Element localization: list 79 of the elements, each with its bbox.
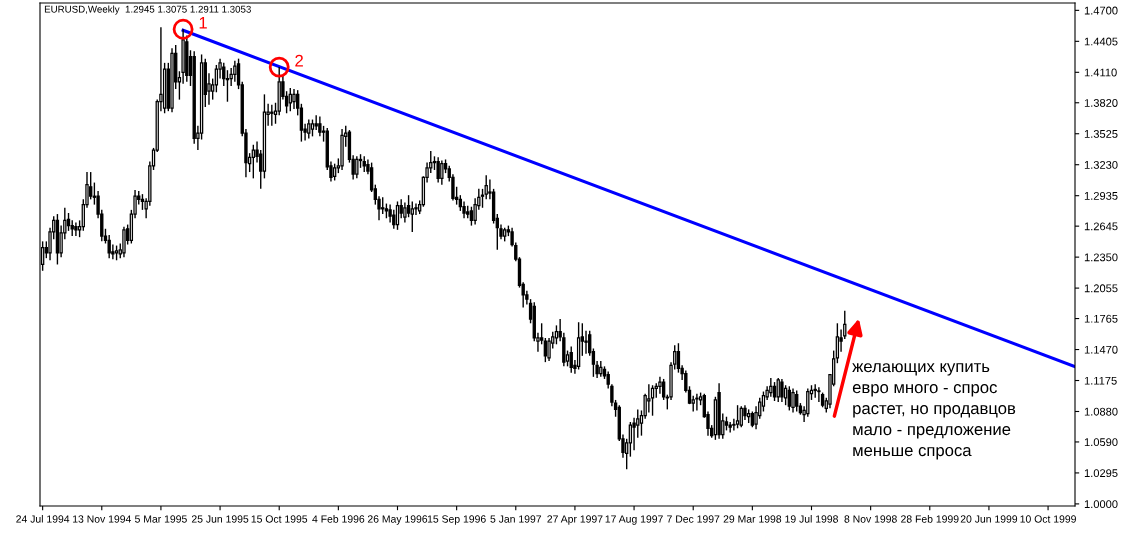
candlestick <box>406 194 411 218</box>
annotation: желающих купить евро много - спрос растет, но продавцов мало - предложение меньше спроса <box>852 363 1016 460</box>
candlestick <box>122 225 126 258</box>
y-tick-label: 1.3820 <box>1084 99 1118 107</box>
candlestick <box>769 377 773 398</box>
candlestick <box>225 69 230 103</box>
chart-title: EURUSD,Weekly 1.2945 1.3075 1.2911 1.3053 <box>44 5 251 15</box>
x-tick-label: 28 Feb 1999 <box>901 515 959 523</box>
candlestick <box>233 60 237 83</box>
y-tick-label: 1.4700 <box>1084 6 1118 15</box>
candlestick <box>661 378 666 401</box>
candlestick <box>480 188 485 209</box>
y-tick-label: 1.2055 <box>1084 284 1118 293</box>
y-tick-label: 1.1765 <box>1084 314 1118 323</box>
candlestick <box>318 115 322 138</box>
candlestick <box>355 155 359 180</box>
y-tick-label: 1.1175 <box>1084 376 1117 385</box>
y-tick-label: 1.0295 <box>1084 469 1118 478</box>
candlestick <box>292 88 296 110</box>
candlestick <box>787 385 792 412</box>
candlestick <box>813 383 817 399</box>
candlestick <box>89 171 93 201</box>
y-tick-label: 1.2935 <box>1084 191 1118 200</box>
x-tick-label: 24 Jul 1994 <box>16 515 70 523</box>
candlestick <box>776 377 780 403</box>
x-tick-label: 10 Oct 1999 <box>1020 515 1076 523</box>
candlestick <box>314 114 318 131</box>
x-tick-label: 25 Jun 1995 <box>191 515 249 523</box>
candlestick <box>658 376 662 395</box>
y-tick-label: 1.3230 <box>1084 160 1118 169</box>
candlestick <box>569 345 573 374</box>
y-tick-label: 1.0590 <box>1084 438 1118 447</box>
candlestick <box>647 383 651 414</box>
candlestick <box>795 389 799 413</box>
y-tick-label: 1.2350 <box>1084 253 1118 262</box>
candlestick <box>484 174 488 201</box>
x-tick-label: 19 Jul 1998 <box>785 515 838 523</box>
candlestick <box>791 387 795 414</box>
x-tick-label: 15 Oct 1995 <box>251 515 308 523</box>
annotation: 1 <box>199 17 207 29</box>
candlestick <box>222 62 226 87</box>
candlestick <box>739 405 743 428</box>
x-tick-label: 29 Mar 1998 <box>723 515 782 523</box>
x-tick-label: 5 Jan 1997 <box>490 515 542 523</box>
x-tick-label: 15 Sep 1996 <box>427 515 486 525</box>
candlestick <box>251 144 256 180</box>
candlestick <box>410 200 414 233</box>
candlestick <box>270 104 274 127</box>
candlestick <box>436 156 440 184</box>
y-tick-label: 1.4110 <box>1084 68 1117 77</box>
x-tick-label: 17 Aug 1997 <box>605 515 663 525</box>
x-tick-label: 27 Apr 1997 <box>547 515 603 525</box>
y-tick-label: 1.2645 <box>1084 222 1118 231</box>
y-tick-label: 1.0000 <box>1084 500 1118 509</box>
y-tick-label: 1.1470 <box>1084 345 1118 354</box>
candlestick <box>761 390 766 413</box>
x-tick-label: 8 Nov 1998 <box>844 515 897 523</box>
candlestick <box>817 386 821 403</box>
x-tick-label: 20 Jun 1999 <box>960 515 1018 523</box>
candlestick <box>735 404 740 429</box>
x-tick-label: 13 Nov 1994 <box>73 515 132 523</box>
x-tick-label: 7 Dec 1997 <box>667 515 720 523</box>
candlestick <box>395 200 400 231</box>
candlestick <box>780 378 784 403</box>
candlestick <box>806 387 810 418</box>
y-tick-label: 1.4405 <box>1084 37 1118 46</box>
candlestick <box>543 337 548 363</box>
candlestick <box>695 392 699 412</box>
candlestick <box>392 209 396 230</box>
x-tick-label: 26 May 1996 <box>367 515 428 525</box>
candlestick <box>440 159 444 186</box>
candlestick <box>307 118 311 140</box>
x-tick-label: 4 Feb 1996 <box>312 515 365 523</box>
candlestick <box>74 221 78 237</box>
x-tick-label: 5 Mar 1995 <box>135 515 187 523</box>
annotation: 2 <box>295 54 303 67</box>
candlestick <box>628 421 633 458</box>
y-tick-label: 1.0880 <box>1084 407 1118 416</box>
y-tick-label: 1.3525 <box>1084 130 1118 138</box>
